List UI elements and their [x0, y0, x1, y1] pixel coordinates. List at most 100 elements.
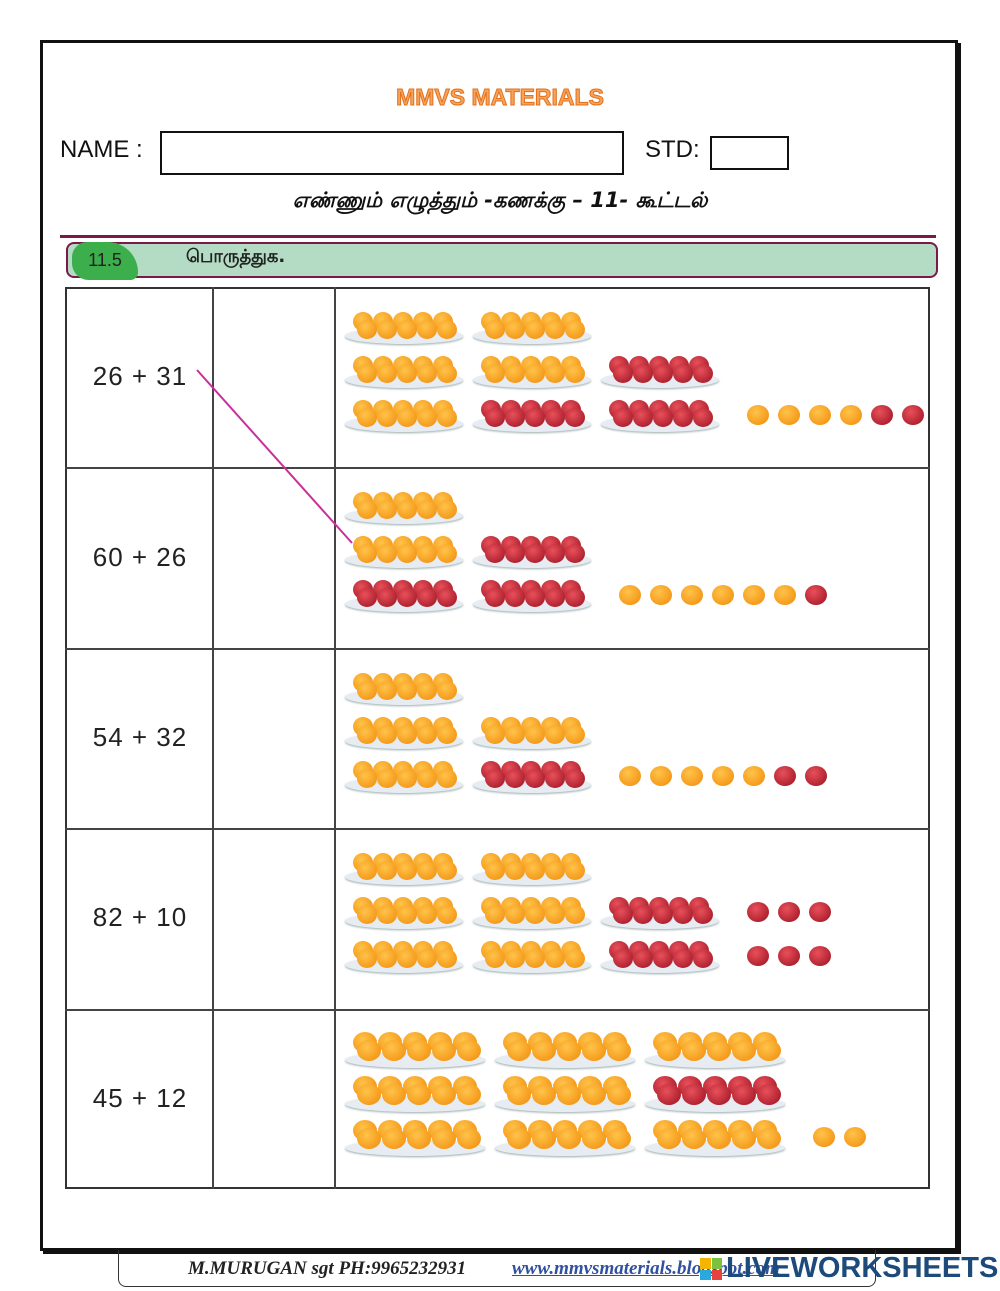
fruit-picture[interactable]	[345, 485, 925, 617]
orange-icon	[357, 1127, 381, 1149]
orange-plate	[473, 310, 591, 344]
orange-icon	[532, 1127, 556, 1149]
orange-icon	[417, 768, 437, 788]
orange-icon	[525, 724, 545, 744]
match-line[interactable]	[196, 369, 353, 544]
fruit-picture[interactable]	[345, 846, 925, 978]
loose-fruits	[747, 902, 831, 923]
apple-icon	[673, 364, 693, 383]
orange-icon	[437, 500, 457, 520]
orange-icon	[397, 905, 417, 925]
apple-icon	[613, 949, 633, 969]
apple-plate	[601, 939, 719, 974]
fruit-row	[345, 710, 925, 754]
fruit-picture[interactable]	[345, 666, 925, 798]
apple-icon	[505, 408, 525, 427]
std-input[interactable]	[710, 136, 789, 170]
apple-icon	[545, 408, 565, 427]
apple-icon	[902, 405, 924, 425]
orange-icon	[545, 320, 565, 339]
apple-icon	[747, 946, 769, 967]
sum-expression[interactable]: 26 + 31	[92, 361, 188, 392]
orange-icon	[457, 1039, 481, 1061]
apple-plate	[473, 578, 591, 613]
sum-expression[interactable]: 54 + 32	[92, 722, 188, 752]
orange-icon	[417, 320, 437, 339]
orange-icon	[774, 585, 796, 606]
orange-icon	[382, 1039, 406, 1061]
fruit-row	[345, 573, 925, 617]
orange-icon	[417, 861, 437, 881]
orange-icon	[505, 364, 525, 383]
orange-icon	[757, 1039, 781, 1061]
match-table	[65, 287, 930, 1189]
orange-icon	[743, 765, 765, 786]
orange-icon	[809, 405, 831, 425]
orange-icon	[397, 364, 417, 383]
orange-icon	[582, 1083, 606, 1105]
orange-icon	[407, 1083, 431, 1105]
orange-plate	[645, 1030, 785, 1068]
orange-icon	[707, 1127, 731, 1149]
orange-icon	[682, 1127, 706, 1149]
orange-icon	[417, 544, 437, 564]
footer-box	[118, 1250, 876, 1287]
apple-icon	[565, 768, 585, 788]
orange-icon	[357, 544, 377, 564]
orange-plate	[473, 715, 591, 749]
orange-icon	[357, 364, 377, 383]
apple-icon	[774, 765, 796, 786]
orange-plate	[345, 759, 463, 793]
fruit-row	[345, 305, 925, 349]
orange-icon	[505, 949, 525, 969]
fruit-row	[345, 890, 925, 934]
loose-fruits	[747, 405, 924, 425]
orange-icon	[545, 364, 565, 383]
apple-icon	[485, 768, 505, 788]
apple-icon	[633, 905, 653, 925]
apple-icon	[525, 588, 545, 608]
orange-icon	[607, 1127, 631, 1149]
orange-icon	[525, 320, 545, 339]
orange-icon	[607, 1083, 631, 1105]
apple-icon	[545, 768, 565, 788]
sum-expression[interactable]: 45 + 12	[92, 1082, 188, 1113]
name-input[interactable]	[160, 131, 624, 175]
orange-icon	[457, 1127, 481, 1149]
orange-icon	[382, 1127, 406, 1149]
apple-plate	[601, 354, 719, 388]
orange-icon	[397, 724, 417, 744]
orange-plate	[345, 490, 463, 525]
orange-icon	[377, 768, 397, 788]
fruit-picture[interactable]	[345, 1027, 925, 1159]
orange-icon	[417, 500, 437, 520]
fruit-picture[interactable]	[345, 305, 925, 437]
apple-icon	[693, 905, 713, 925]
orange-plate	[345, 398, 463, 432]
orange-icon	[505, 320, 525, 339]
apple-icon	[809, 902, 831, 923]
orange-icon	[397, 544, 417, 564]
orange-icon	[357, 1083, 381, 1105]
orange-plate	[345, 354, 463, 388]
orange-icon	[377, 724, 397, 744]
page-border	[40, 40, 958, 1251]
orange-icon	[507, 1083, 531, 1105]
orange-icon	[407, 1039, 431, 1061]
orange-icon	[377, 320, 397, 339]
orange-icon	[377, 408, 397, 427]
apple-icon	[565, 588, 585, 608]
orange-icon	[397, 408, 417, 427]
apple-icon	[633, 364, 653, 383]
orange-icon	[357, 768, 377, 788]
orange-icon	[437, 949, 457, 969]
orange-icon	[778, 405, 800, 425]
apple-icon	[653, 408, 673, 427]
apple-icon	[682, 1083, 706, 1105]
sum-expression[interactable]: 82 + 10	[92, 902, 188, 933]
apple-icon	[545, 544, 565, 564]
orange-icon	[747, 405, 769, 425]
orange-icon	[437, 364, 457, 383]
sum-expression[interactable]: 60 + 26	[92, 541, 188, 572]
